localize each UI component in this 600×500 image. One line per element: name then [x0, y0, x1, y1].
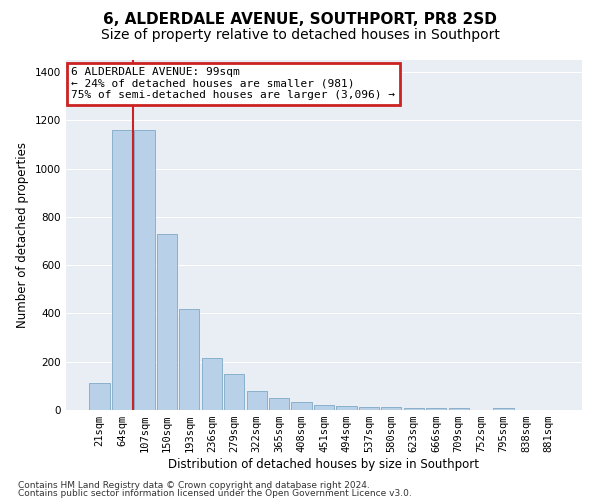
- Text: Contains HM Land Registry data © Crown copyright and database right 2024.: Contains HM Land Registry data © Crown c…: [18, 480, 370, 490]
- Bar: [202, 358, 222, 410]
- Bar: [157, 234, 177, 410]
- Bar: [426, 408, 446, 410]
- Bar: [314, 405, 334, 410]
- Bar: [404, 408, 424, 410]
- Bar: [134, 130, 155, 410]
- Bar: [224, 374, 244, 410]
- Bar: [269, 398, 289, 410]
- X-axis label: Distribution of detached houses by size in Southport: Distribution of detached houses by size …: [169, 458, 479, 471]
- Bar: [493, 408, 514, 410]
- Y-axis label: Number of detached properties: Number of detached properties: [16, 142, 29, 328]
- Bar: [381, 407, 401, 410]
- Bar: [337, 406, 356, 410]
- Text: Contains public sector information licensed under the Open Government Licence v3: Contains public sector information licen…: [18, 489, 412, 498]
- Bar: [179, 308, 199, 410]
- Bar: [247, 390, 267, 410]
- Bar: [449, 408, 469, 410]
- Bar: [359, 407, 379, 410]
- Bar: [89, 384, 110, 410]
- Bar: [112, 130, 132, 410]
- Text: 6 ALDERDALE AVENUE: 99sqm
← 24% of detached houses are smaller (981)
75% of semi: 6 ALDERDALE AVENUE: 99sqm ← 24% of detac…: [71, 67, 395, 100]
- Text: Size of property relative to detached houses in Southport: Size of property relative to detached ho…: [101, 28, 499, 42]
- Text: 6, ALDERDALE AVENUE, SOUTHPORT, PR8 2SD: 6, ALDERDALE AVENUE, SOUTHPORT, PR8 2SD: [103, 12, 497, 28]
- Bar: [292, 402, 311, 410]
